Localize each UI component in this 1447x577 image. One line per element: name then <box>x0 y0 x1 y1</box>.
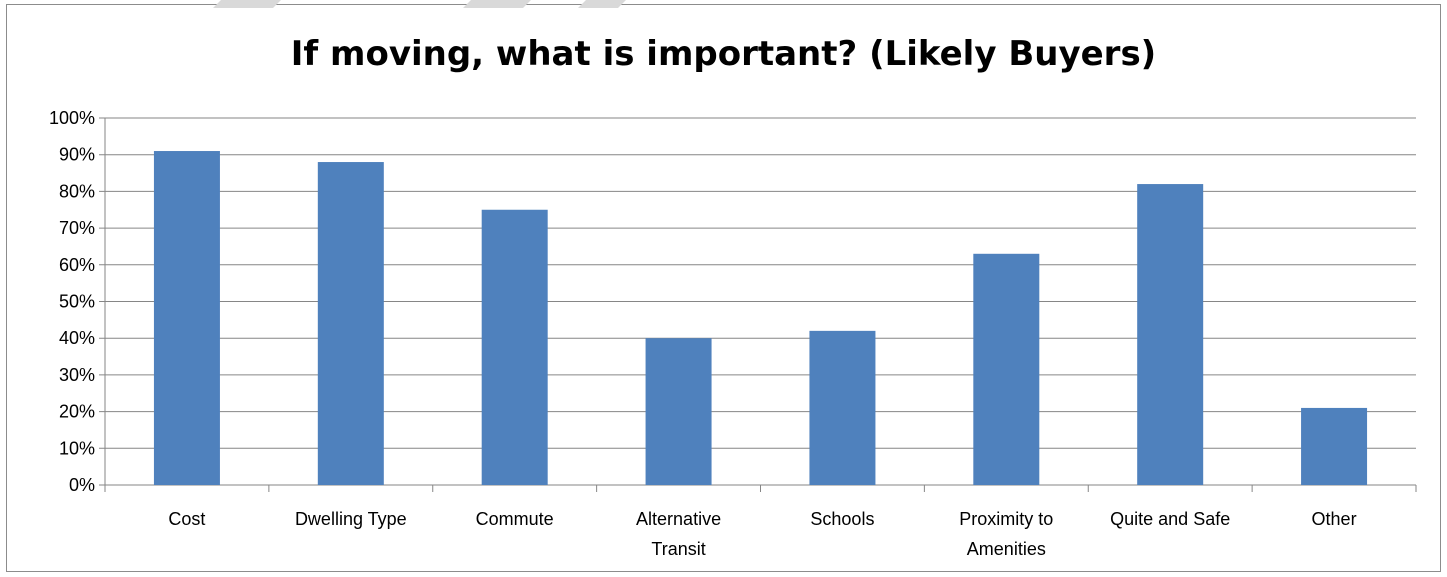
x-tick-label: Commute <box>476 509 554 529</box>
bar <box>645 338 712 485</box>
y-tick-label: 40% <box>59 328 95 348</box>
x-tick-label: Proximity to Amenities <box>959 509 1053 559</box>
chart-title: If moving, what is important? (Likely Bu… <box>290 34 1157 74</box>
bar <box>481 209 548 485</box>
bar <box>153 151 220 485</box>
x-tick-label: Schools <box>810 509 874 529</box>
y-tick-label: 100% <box>49 108 95 128</box>
y-tick-label: 90% <box>59 145 95 165</box>
y-tick-label: 20% <box>59 402 95 422</box>
x-tick-label: Quite and Safe <box>1110 509 1230 529</box>
x-tick-label: Dwelling Type <box>295 509 407 529</box>
y-tick-label: 30% <box>59 365 95 385</box>
y-tick-label: 60% <box>59 255 95 275</box>
y-tick-label: 80% <box>59 181 95 201</box>
bar <box>317 162 384 486</box>
bar <box>809 330 876 485</box>
bar <box>1137 184 1204 485</box>
y-tick-label: 10% <box>59 438 95 458</box>
x-tick-label: Other <box>1312 509 1357 529</box>
y-tick-label: 70% <box>59 218 95 238</box>
bar <box>973 253 1040 485</box>
x-tick-label: Alternative Transit <box>636 509 721 559</box>
bar <box>1301 407 1368 485</box>
y-tick-label: 0% <box>69 475 95 495</box>
y-tick-label: 50% <box>59 292 95 312</box>
x-tick-label: Cost <box>168 509 205 529</box>
